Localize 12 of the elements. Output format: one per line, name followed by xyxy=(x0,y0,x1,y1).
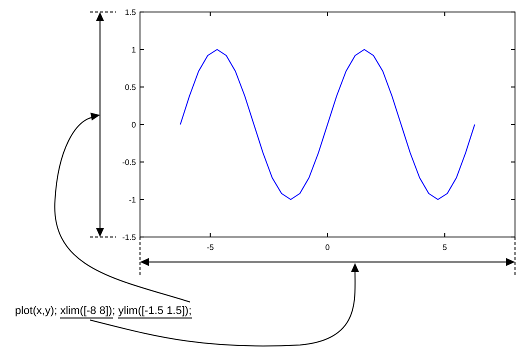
text: plot(x,y); xlim([-8 8]); ylim([-1.5 1.5]); xyxy=(15,305,192,317)
x-tick-label: 0 xyxy=(325,243,330,252)
y-tick-label: 1 xyxy=(132,46,137,54)
y-tick-label: -0.5 xyxy=(122,158,137,167)
x-tick-label: -5 xyxy=(206,243,214,252)
y-tick-label: 0 xyxy=(132,120,137,130)
y-tick-label: 0.5 xyxy=(124,83,137,92)
y-tick-label: -1 xyxy=(128,196,137,204)
y-tick-label: 1.5 xyxy=(124,8,137,17)
line-series xyxy=(180,49,476,200)
y-tick-label: -1.5 xyxy=(122,233,137,242)
x-tick-label: 5 xyxy=(442,243,448,252)
